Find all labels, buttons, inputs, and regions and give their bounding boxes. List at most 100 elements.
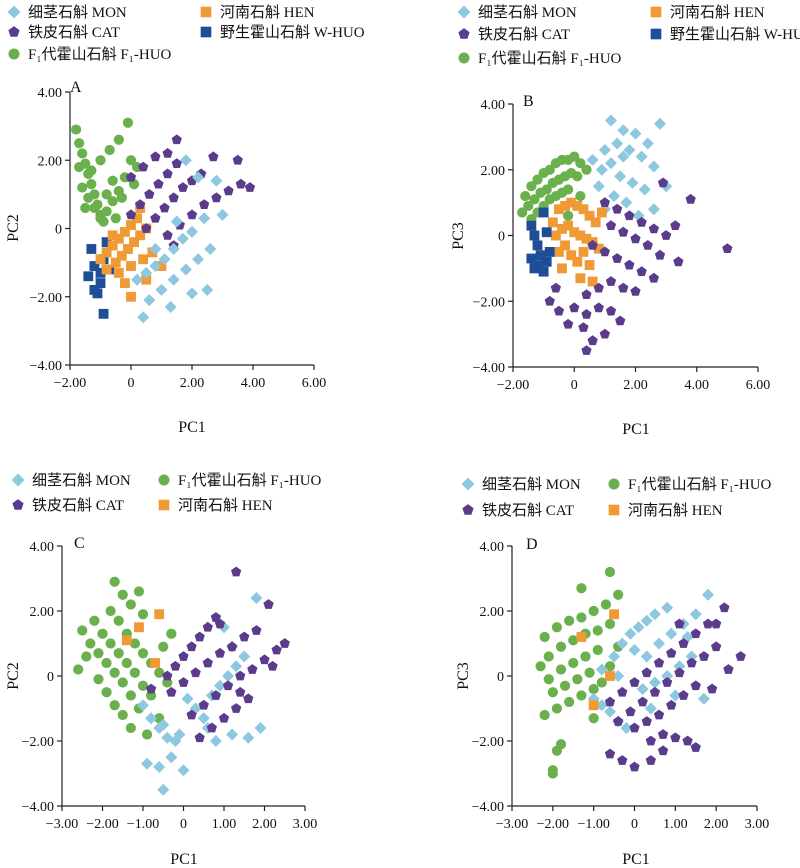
data-point-CAT bbox=[722, 243, 733, 253]
y-tick-label: 0 bbox=[498, 230, 505, 245]
data-point-MON bbox=[617, 150, 630, 163]
data-point-MON bbox=[181, 692, 194, 705]
data-point-HEN bbox=[578, 204, 589, 215]
data-point-MON bbox=[192, 253, 205, 266]
series-HEN bbox=[121, 609, 165, 668]
legend-item-CAT: 铁皮石斛 CAT bbox=[8, 24, 120, 41]
data-point-CAT bbox=[214, 618, 226, 629]
data-point-HEN bbox=[126, 220, 136, 231]
data-point-MON bbox=[665, 627, 678, 640]
data-point-CAT bbox=[605, 276, 617, 286]
data-point-CAT bbox=[544, 295, 555, 306]
data-point-CAT bbox=[125, 209, 137, 220]
legend-label: 河南石斛 HEN bbox=[220, 4, 315, 21]
data-point-CAT bbox=[162, 229, 173, 240]
data-point-W-HUO bbox=[529, 263, 540, 274]
legend-marker-HEN bbox=[608, 504, 620, 516]
legend-marker-MON bbox=[461, 477, 475, 491]
data-point-MON bbox=[170, 215, 183, 228]
data-point-CAT bbox=[239, 631, 250, 642]
data-point-CAT bbox=[682, 735, 693, 746]
data-point-MON bbox=[141, 757, 154, 770]
data-point-HEN bbox=[95, 254, 106, 265]
data-point-CAT bbox=[271, 644, 282, 655]
data-point-F1-HUO bbox=[544, 164, 555, 175]
data-point-CAT bbox=[690, 742, 701, 752]
legend-label: 野生霍山石斛 W-HUO bbox=[220, 24, 365, 41]
data-point-CAT bbox=[171, 134, 182, 145]
legend-marker-F1-HUO bbox=[458, 52, 470, 64]
data-point-MON bbox=[157, 718, 170, 731]
data-point-F1-HUO bbox=[93, 648, 104, 659]
series-CAT bbox=[125, 134, 256, 250]
data-point-F1-HUO bbox=[77, 148, 88, 159]
data-point-F1-HUO bbox=[575, 158, 586, 169]
data-point-MON bbox=[149, 260, 162, 273]
data-point-CAT bbox=[235, 670, 246, 681]
data-point-MON bbox=[614, 170, 627, 183]
data-point-F1-HUO bbox=[129, 667, 140, 678]
data-point-CAT bbox=[711, 641, 722, 652]
data-point-F1-HUO bbox=[520, 190, 531, 202]
data-point-MON bbox=[605, 157, 617, 170]
data-point-MON bbox=[140, 266, 153, 279]
y-axis-label: PC3 bbox=[450, 222, 467, 250]
data-point-HEN bbox=[141, 274, 152, 285]
legend-label: F₁代霍山石斛 F₁-HUO bbox=[28, 46, 172, 63]
data-point-CAT bbox=[223, 185, 234, 196]
data-point-CAT bbox=[199, 199, 210, 209]
data-point-CAT bbox=[690, 628, 701, 639]
legend-marker-CAT bbox=[462, 504, 474, 515]
data-point-CAT bbox=[629, 677, 640, 687]
data-point-F1-HUO bbox=[117, 709, 128, 721]
data-point-CAT bbox=[670, 732, 681, 743]
data-point-HEN bbox=[554, 247, 564, 257]
data-point-CAT bbox=[645, 735, 656, 746]
data-point-MON bbox=[648, 608, 661, 621]
data-point-F1-HUO bbox=[613, 589, 624, 600]
y-tick-label: 4.00 bbox=[481, 98, 506, 113]
data-point-F1-HUO bbox=[547, 768, 558, 779]
y-tick-label: −2.00 bbox=[472, 735, 504, 750]
data-point-CAT bbox=[214, 647, 226, 658]
data-point-F1-HUO bbox=[568, 657, 579, 669]
legend-label: 河南石斛 HEN bbox=[178, 497, 273, 514]
data-point-F1-HUO bbox=[113, 615, 124, 626]
data-point-F1-HUO bbox=[107, 175, 118, 186]
x-tick-label: −3.00 bbox=[46, 817, 78, 832]
x-axis-label: PC1 bbox=[622, 421, 650, 438]
data-point-HEN bbox=[126, 291, 136, 302]
data-point-MON bbox=[697, 692, 710, 705]
data-point-CAT bbox=[670, 220, 681, 230]
data-point-F1-HUO bbox=[539, 709, 550, 721]
data-point-HEN bbox=[557, 224, 567, 234]
series-CAT bbox=[604, 602, 746, 772]
chart-panel-B: −2.00 0 2.00 4.00 6.00 4.00 2.00 0 −2.00 −4.00 PC1… bbox=[450, 4, 800, 438]
data-point-CAT bbox=[629, 761, 640, 772]
data-point-CAT bbox=[630, 233, 641, 244]
data-point-F1-HUO bbox=[93, 674, 104, 685]
data-point-MON bbox=[222, 670, 235, 682]
data-point-F1-HUO bbox=[74, 138, 85, 149]
y-tick-label: 4.00 bbox=[480, 540, 505, 555]
data-point-CAT bbox=[263, 599, 274, 609]
data-point-F1-HUO bbox=[83, 192, 94, 203]
data-point-MON bbox=[595, 699, 608, 712]
data-point-F1-HUO bbox=[555, 664, 567, 675]
panel-label: D bbox=[526, 536, 538, 553]
data-point-F1-HUO bbox=[568, 635, 579, 646]
series-F1-HUO bbox=[71, 117, 143, 227]
series-F1-HUO bbox=[73, 576, 177, 740]
data-point-HEN bbox=[572, 256, 583, 267]
data-point-MON bbox=[198, 212, 211, 225]
x-axis-label: PC1 bbox=[178, 419, 206, 436]
x-tick-label: −2.00 bbox=[537, 817, 569, 832]
data-point-F1-HUO bbox=[600, 599, 612, 610]
data-point-MON bbox=[628, 644, 641, 656]
data-point-F1-HUO bbox=[121, 657, 132, 669]
data-point-MON bbox=[165, 751, 178, 764]
data-point-CAT bbox=[587, 240, 598, 250]
data-point-CAT bbox=[202, 657, 213, 668]
data-point-HEN bbox=[557, 263, 567, 274]
data-point-HEN bbox=[566, 197, 577, 208]
